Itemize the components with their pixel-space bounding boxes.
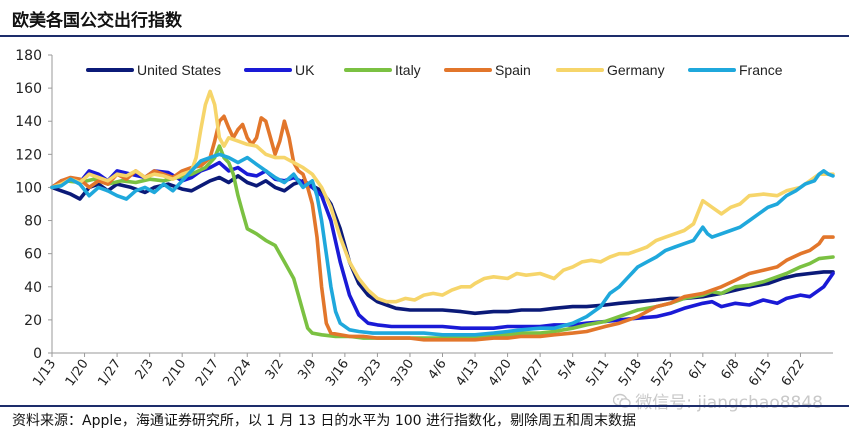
x-tick-label: 2/10	[160, 357, 189, 390]
x-tick-label: 1/27	[95, 357, 124, 390]
x-tick-label: 4/6	[425, 357, 449, 383]
x-tick-label: 2/17	[193, 357, 222, 390]
y-tick-label: 100	[15, 180, 42, 196]
y-tick-label: 0	[33, 346, 42, 362]
y-tick-label: 20	[24, 313, 42, 329]
y-tick-label: 160	[15, 81, 42, 97]
y-tick-label: 60	[24, 247, 42, 263]
legend-label: Germany	[607, 62, 665, 78]
x-tick-label: 4/13	[453, 357, 482, 390]
legend-label: France	[739, 62, 783, 78]
x-tick-label: 6/1	[686, 357, 710, 383]
y-tick-label: 140	[15, 114, 42, 130]
series-line-uk	[50, 160, 835, 330]
y-tick-label: 80	[24, 214, 42, 230]
y-tick-label: 120	[15, 147, 42, 163]
series-line-spain	[50, 114, 835, 342]
watermark: 微信号: jiangchao8848	[613, 388, 823, 413]
x-tick-label: 1/20	[63, 357, 92, 390]
x-tick-label: 2/24	[225, 357, 254, 390]
x-tick-label: 4/20	[486, 357, 515, 390]
source-note: 资料来源：Apple，海通证券研究所，以 1 月 13 日的水平为 100 进行…	[12, 413, 636, 429]
legend-label: Italy	[395, 62, 421, 78]
x-tick-label: 5/25	[649, 357, 678, 390]
x-tick-label: 6/22	[779, 357, 808, 390]
x-tick-label: 3/23	[356, 357, 385, 390]
x-tick-label: 2/3	[133, 357, 157, 383]
legend-label: UK	[295, 62, 315, 78]
legend-label: Spain	[495, 62, 531, 78]
series-line-germany	[50, 89, 835, 304]
x-tick-label: 3/16	[323, 357, 352, 390]
title-divider	[0, 35, 849, 37]
watermark-text: 微信号: jiangchao8848	[635, 393, 823, 413]
y-tick-label: 180	[15, 48, 42, 64]
x-tick-label: 6/8	[718, 357, 742, 383]
legend: United States UK Italy Spain Germany France	[86, 62, 783, 78]
legend-label: United States	[137, 62, 221, 78]
x-tick-label: 5/18	[616, 357, 645, 390]
series-lines	[50, 89, 835, 342]
x-tick-label: 6/15	[746, 357, 775, 390]
y-tick-label: 40	[24, 280, 42, 296]
x-tick-label: 3/2	[263, 357, 287, 383]
series-line-france	[50, 152, 835, 337]
chart-title: 欧美各国公交出行指数	[12, 11, 182, 31]
x-tick-label: 5/11	[583, 357, 612, 390]
x-tick-label: 5/4	[556, 357, 580, 383]
x-tick-label: 4/27	[518, 357, 547, 390]
footer-divider	[0, 405, 849, 407]
x-tick-label: 3/9	[295, 357, 319, 383]
x-tick-label: 3/30	[388, 357, 417, 390]
